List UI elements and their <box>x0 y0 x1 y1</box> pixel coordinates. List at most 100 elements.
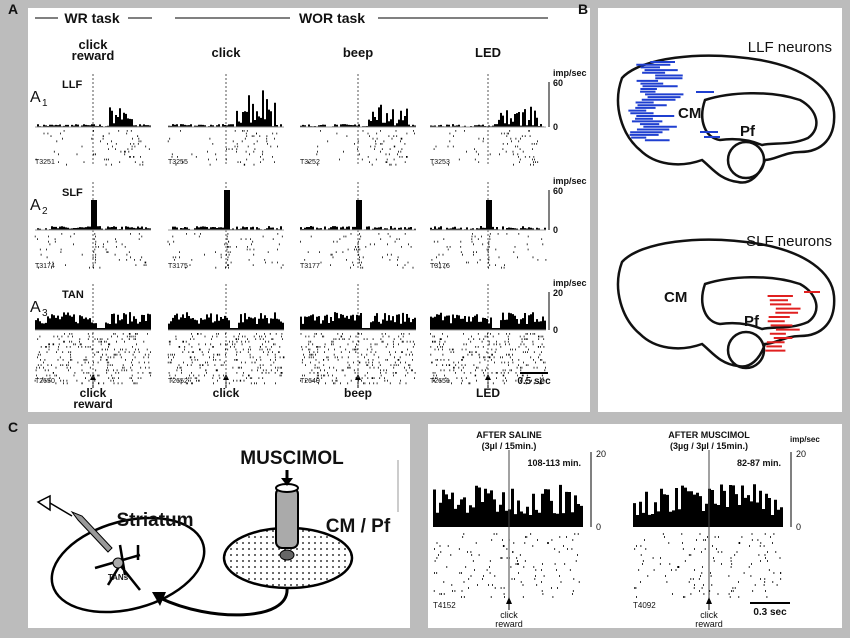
raster <box>308 130 415 166</box>
task-header: WR task <box>64 10 119 26</box>
arrow-head <box>152 592 166 606</box>
time-scale: 0.5 sec <box>517 376 551 387</box>
event-label: LED <box>476 386 500 400</box>
column-header: reward <box>72 48 115 63</box>
electrode-body <box>70 510 113 553</box>
nucleus-llf <box>726 140 766 180</box>
scale-label: 60 <box>553 78 563 88</box>
column-header: beep <box>343 45 373 60</box>
rec-dose: (3µl / 15min.) <box>482 441 537 451</box>
row-name: TAN <box>62 289 84 301</box>
cell-label: TANs <box>108 573 129 582</box>
projection <box>159 587 289 617</box>
arrow-head <box>281 478 293 486</box>
scale-label: 0 <box>596 522 601 532</box>
panel-label: C <box>8 419 18 435</box>
raster <box>167 233 284 269</box>
event-label: click <box>213 386 240 400</box>
circuit-diagram <box>36 460 399 617</box>
scale-label: 20 <box>796 449 806 459</box>
row-letter: A <box>30 197 41 214</box>
scale-label: 20 <box>553 288 563 298</box>
panel-label: A <box>8 1 18 17</box>
region-label: CM <box>678 105 701 122</box>
event-label: reward <box>495 619 523 629</box>
histogram <box>37 107 151 127</box>
unit-id: T3252 <box>300 159 320 166</box>
unit-id: T2651 <box>430 378 450 385</box>
raster <box>34 333 152 385</box>
time-scale: 0.3 sec <box>753 607 787 618</box>
raster <box>430 333 546 385</box>
histogram <box>300 200 416 230</box>
unit: imp/sec <box>553 68 587 78</box>
scale-label: 0 <box>796 522 801 532</box>
unit-id: T3255 <box>168 159 188 166</box>
histogram <box>35 312 151 330</box>
raster <box>167 333 285 385</box>
column-header: click <box>79 37 109 52</box>
histogram <box>633 484 783 527</box>
panel-b-frame <box>598 8 842 412</box>
event-label: click <box>500 610 518 620</box>
histogram <box>430 312 546 330</box>
raster <box>432 130 539 166</box>
electrode <box>49 502 73 517</box>
raster <box>431 233 547 269</box>
raster <box>34 233 147 269</box>
unit: imp/sec <box>553 278 587 288</box>
unit-id: T3177 <box>300 263 320 270</box>
unit-id: T3251 <box>35 159 55 166</box>
histogram <box>430 106 544 127</box>
map-title: LLF neurons <box>748 39 832 56</box>
histogram <box>37 200 151 230</box>
row-name: LLF <box>62 79 82 91</box>
row-letter: A <box>30 299 41 316</box>
histogram <box>300 312 416 330</box>
event-label: beep <box>344 386 372 400</box>
region-label: Pf <box>744 313 760 330</box>
unit-id: T2652 <box>168 378 188 385</box>
drug-label: MUSCIMOL <box>240 448 344 469</box>
row-sub: 3 <box>42 308 48 319</box>
histogram <box>433 484 583 527</box>
histogram <box>168 90 282 127</box>
region-label: CM <box>664 289 687 306</box>
scale-label: 0 <box>553 325 558 335</box>
panel-label: B <box>578 1 588 17</box>
raster <box>35 130 150 166</box>
row-sub: 1 <box>42 98 48 109</box>
unit-id: T2650 <box>35 378 55 385</box>
striatum <box>50 516 206 614</box>
scale-label: 60 <box>553 186 563 196</box>
soma <box>112 557 124 569</box>
nucleus-slf <box>726 330 766 370</box>
unit-id: T4152 <box>433 601 456 610</box>
histogram <box>168 312 284 330</box>
rec-dose: (3µg / 3µl / 15min.) <box>670 441 748 451</box>
event-label: reward <box>73 397 112 411</box>
unit-id: T3175 <box>168 263 188 270</box>
rec-title: AFTER MUSCIMOL <box>668 430 750 440</box>
raster <box>634 533 782 598</box>
region-label: Striatum <box>116 510 193 531</box>
raster <box>167 130 278 166</box>
unit: imp/sec <box>553 176 587 186</box>
histogram <box>170 190 282 230</box>
unit-id: T3253 <box>430 159 450 166</box>
raster <box>300 333 416 385</box>
raster <box>300 233 414 269</box>
histogram <box>300 104 416 127</box>
region-label: Pf <box>740 123 756 140</box>
column-header: click <box>212 45 242 60</box>
unit-id: T3176 <box>430 263 450 270</box>
rec-window: 82-87 min. <box>737 458 781 468</box>
task-header: WOR task <box>299 10 365 26</box>
unit: imp/sec <box>790 435 820 444</box>
pf-outline-slf <box>701 276 818 331</box>
arrow-head <box>506 597 512 604</box>
unit-id: T3174 <box>35 263 55 270</box>
pf-outline-llf <box>701 92 818 147</box>
event-label: reward <box>695 619 723 629</box>
